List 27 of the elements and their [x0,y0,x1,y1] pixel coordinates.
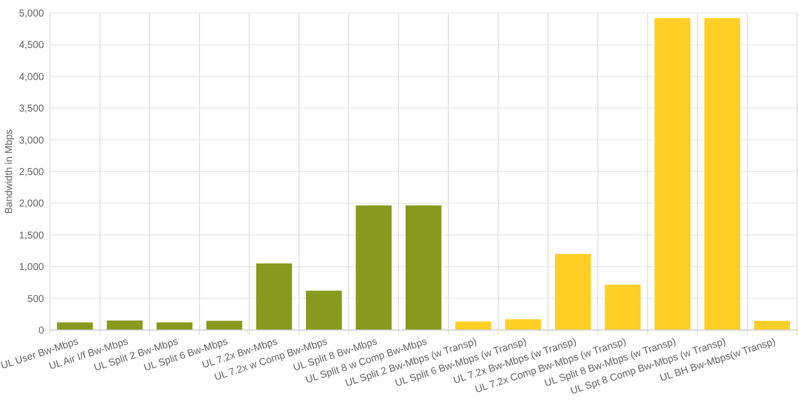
bar [106,320,143,330]
bar [754,320,790,330]
y-tick-label: 4,500 [18,40,44,52]
bar [554,254,591,330]
bar [505,319,542,330]
bar [455,321,492,330]
bar [306,290,342,330]
y-tick-label: 2,000 [18,198,44,210]
y-tick-label: 1,000 [18,262,44,274]
bar [256,263,292,330]
y-tick-label: 500 [27,294,44,305]
bar [604,284,641,330]
y-tick-label: 0 [38,326,44,336]
bar [156,322,192,330]
bar [406,205,442,330]
bar [654,18,690,330]
y-tick-label: 2,500 [18,167,44,178]
y-tick-label: 3,500 [18,104,44,115]
y-tick-label: 5,000 [18,8,44,20]
bar [704,18,740,330]
y-tick-label: 4,000 [18,72,44,83]
bar [206,320,242,330]
y-axis-title: Bandwidth in Mbps [4,129,15,214]
bar [56,322,93,330]
bar [356,205,392,330]
y-tick-label: 3,000 [18,135,44,146]
y-tick-label: 1,500 [18,230,44,242]
